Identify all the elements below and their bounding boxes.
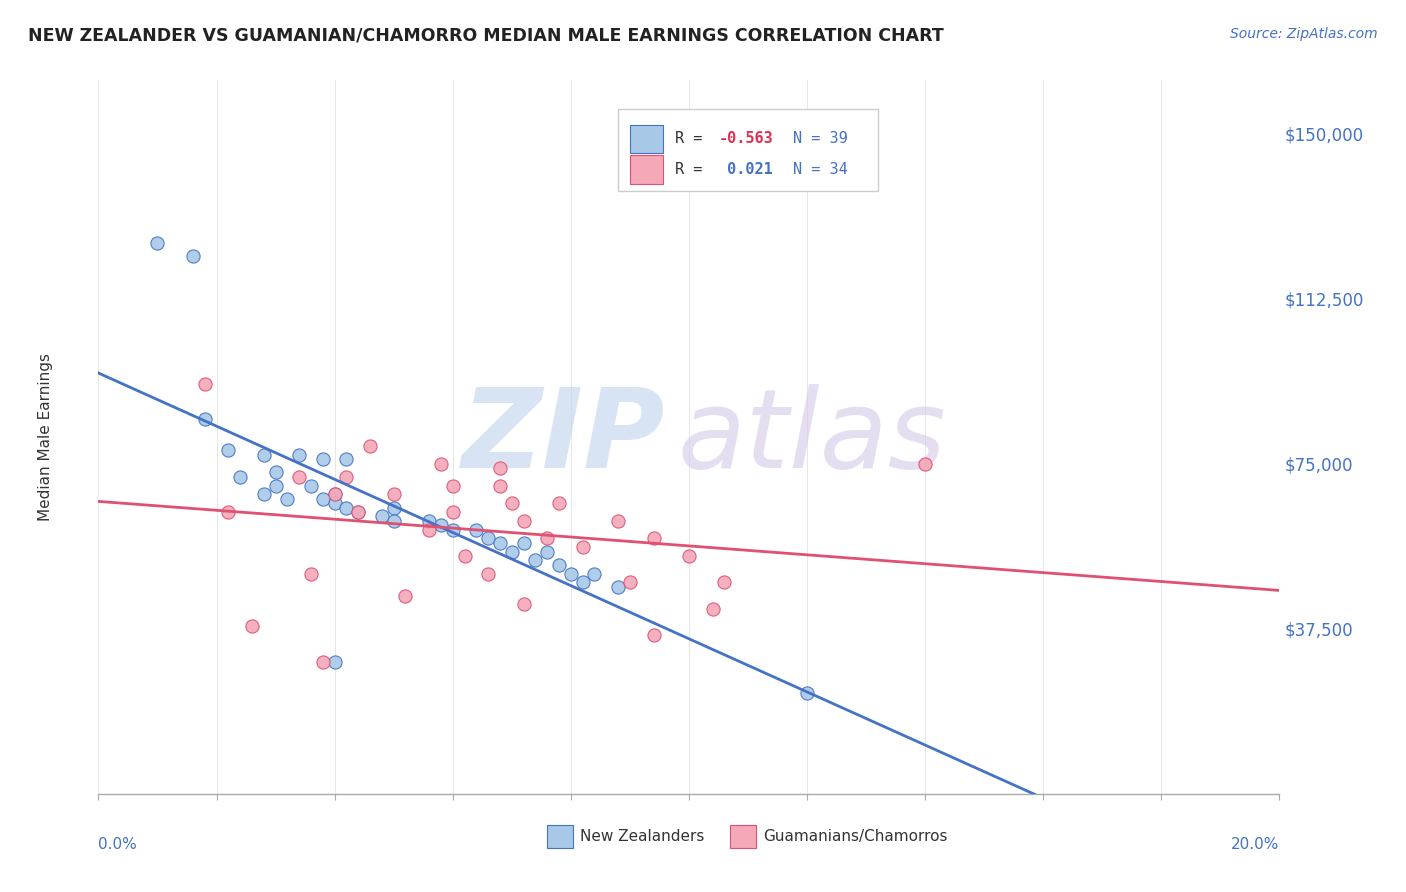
Point <box>678 549 700 563</box>
Point <box>430 457 453 471</box>
Point <box>288 469 311 483</box>
Point <box>382 500 405 515</box>
Text: 0.0%: 0.0% <box>98 837 138 852</box>
Point <box>194 377 217 392</box>
Point <box>217 443 239 458</box>
Point <box>713 575 735 590</box>
Point <box>229 469 252 483</box>
Point <box>583 566 606 581</box>
Point <box>548 496 571 510</box>
Point <box>465 523 488 537</box>
Point <box>607 514 630 528</box>
Point <box>453 549 475 563</box>
Text: Median Male Earnings: Median Male Earnings <box>38 353 53 521</box>
Text: N = 34: N = 34 <box>793 162 848 177</box>
Point <box>524 553 547 567</box>
Point <box>276 491 298 506</box>
Point <box>299 478 322 492</box>
Point <box>571 575 593 590</box>
Text: R =: R = <box>675 131 711 146</box>
Point <box>619 575 641 590</box>
Text: ZIP: ZIP <box>461 384 665 491</box>
Bar <box>730 825 756 848</box>
Point <box>181 250 204 264</box>
Point <box>477 566 499 581</box>
Text: R =: R = <box>675 162 711 177</box>
Point <box>323 487 346 501</box>
Point <box>512 598 534 612</box>
Point <box>312 655 335 669</box>
Point <box>418 523 440 537</box>
Point <box>643 628 665 642</box>
Point <box>146 236 169 251</box>
Point <box>536 532 558 546</box>
Point <box>335 469 357 483</box>
Point <box>299 566 322 581</box>
Bar <box>547 825 574 848</box>
Point <box>607 580 630 594</box>
Point <box>441 523 464 537</box>
Point <box>253 448 276 462</box>
Text: atlas: atlas <box>678 384 946 491</box>
Point <box>382 514 405 528</box>
Text: 20.0%: 20.0% <box>1232 837 1279 852</box>
Point <box>441 478 464 492</box>
Point <box>312 491 335 506</box>
Text: 0.021: 0.021 <box>718 162 773 177</box>
Point <box>501 496 523 510</box>
Point <box>359 439 381 453</box>
Point <box>571 540 593 554</box>
Bar <box>630 125 664 153</box>
Point <box>323 655 346 669</box>
Point <box>489 461 512 475</box>
Point <box>347 505 370 519</box>
Point <box>489 478 512 492</box>
Point <box>194 412 217 426</box>
Point <box>501 544 523 558</box>
Bar <box>619 109 877 191</box>
Point <box>477 532 499 546</box>
Point <box>560 566 582 581</box>
Point <box>489 536 512 550</box>
Point <box>371 509 394 524</box>
Text: New Zealanders: New Zealanders <box>581 830 704 844</box>
Point <box>796 685 818 699</box>
Point <box>335 500 357 515</box>
Point <box>643 532 665 546</box>
Point <box>548 558 571 572</box>
Point <box>264 466 287 480</box>
Text: N = 39: N = 39 <box>793 131 848 146</box>
Point <box>430 518 453 533</box>
Text: Source: ZipAtlas.com: Source: ZipAtlas.com <box>1230 27 1378 41</box>
Point <box>253 487 276 501</box>
Point <box>335 452 357 467</box>
Point <box>264 478 287 492</box>
Point <box>418 514 440 528</box>
Point <box>441 505 464 519</box>
Point <box>382 487 405 501</box>
Point <box>394 589 416 603</box>
Text: Guamanians/Chamorros: Guamanians/Chamorros <box>763 830 948 844</box>
Point <box>512 536 534 550</box>
Point <box>512 514 534 528</box>
Point <box>702 602 724 616</box>
Point <box>288 448 311 462</box>
Point <box>312 452 335 467</box>
Bar <box>630 155 664 184</box>
Point <box>323 496 346 510</box>
Text: NEW ZEALANDER VS GUAMANIAN/CHAMORRO MEDIAN MALE EARNINGS CORRELATION CHART: NEW ZEALANDER VS GUAMANIAN/CHAMORRO MEDI… <box>28 27 943 45</box>
Point <box>914 457 936 471</box>
Point <box>323 487 346 501</box>
Point <box>217 505 239 519</box>
Text: -0.563: -0.563 <box>718 131 773 146</box>
Point <box>536 544 558 558</box>
Point <box>240 619 263 633</box>
Point <box>347 505 370 519</box>
